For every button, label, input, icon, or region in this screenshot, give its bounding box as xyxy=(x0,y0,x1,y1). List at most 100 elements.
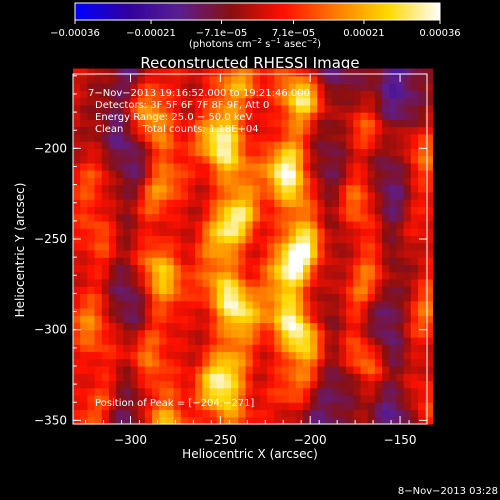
colorbar-unit-label: (photons cm−2 s−1 asec−2) xyxy=(189,37,321,50)
heatmap-cell xyxy=(425,365,433,374)
heatmap-cell xyxy=(353,206,362,215)
heatmap-cell xyxy=(252,380,261,389)
heatmap-cell xyxy=(238,184,247,193)
heatmap-cell xyxy=(159,199,168,207)
heatmap-cell xyxy=(238,220,247,229)
heatmap-cell xyxy=(231,133,239,142)
heatmap-cell xyxy=(123,206,132,215)
heatmap-cell xyxy=(202,162,211,171)
heatmap-cell xyxy=(188,249,196,258)
heatmap-cell xyxy=(288,235,297,244)
heatmap-cell xyxy=(159,220,168,229)
heatmap-cell xyxy=(267,220,275,229)
heatmap-cell xyxy=(425,329,433,338)
heatmap-cell xyxy=(374,322,383,331)
heatmap-cell xyxy=(80,126,88,135)
heatmap-cell xyxy=(324,416,333,425)
heatmap-cell xyxy=(310,394,318,403)
heatmap-cell xyxy=(374,97,383,106)
heatmap-cell xyxy=(216,220,225,229)
heatmap-cell xyxy=(152,177,160,186)
heatmap-cell xyxy=(396,315,405,324)
heatmap-cell xyxy=(80,264,88,273)
heatmap-cell xyxy=(231,307,239,316)
heatmap-cell xyxy=(396,191,405,200)
heatmap-cell xyxy=(116,83,124,91)
heatmap-cell xyxy=(418,206,426,215)
heatmap-cell xyxy=(202,90,211,99)
heatmap-cell xyxy=(353,112,362,120)
heatmap-cell xyxy=(101,322,110,331)
heatmap-cell xyxy=(389,329,398,338)
heatmap-cell xyxy=(353,387,362,396)
heatmap-cell xyxy=(303,184,311,193)
heatmap-cell xyxy=(374,257,383,266)
heatmap-cell xyxy=(410,235,419,244)
heatmap-cell xyxy=(338,402,347,411)
heatmap-cell xyxy=(324,249,333,258)
heatmap-cell xyxy=(180,402,189,411)
heatmap-cell xyxy=(209,126,218,135)
heatmap-cell xyxy=(80,307,88,316)
heatmap-cell xyxy=(281,344,290,353)
heatmap-cell xyxy=(195,235,203,244)
heatmap-cell xyxy=(418,365,426,374)
heatmap-cell xyxy=(425,322,433,331)
heatmap-cell xyxy=(209,307,218,316)
heatmap-cell xyxy=(166,264,175,273)
heatmap-cell xyxy=(166,271,175,280)
heatmap-cell xyxy=(238,206,247,215)
heatmap-cell xyxy=(403,133,412,142)
heatmap-cell xyxy=(274,141,283,149)
heatmap-cell xyxy=(80,75,88,84)
heatmap-cell xyxy=(144,112,153,120)
heatmap-cell xyxy=(353,358,362,367)
heatmap-cell xyxy=(382,365,390,374)
heatmap-cell xyxy=(403,206,412,215)
heatmap-cell xyxy=(123,220,132,229)
heatmap-cell xyxy=(180,220,189,229)
heatmap-cell xyxy=(303,206,311,215)
heatmap-cell xyxy=(382,409,390,418)
heatmap-cell xyxy=(216,264,225,273)
heatmap-cell xyxy=(374,206,383,215)
heatmap-cell xyxy=(195,75,203,84)
heatmap-cell xyxy=(180,133,189,142)
heatmap-cell xyxy=(295,213,304,222)
heatmap-cell xyxy=(223,235,232,244)
heatmap-cell xyxy=(317,141,326,149)
heatmap-cell xyxy=(159,249,168,258)
heatmap-cell xyxy=(288,286,297,295)
heatmap-cell xyxy=(303,228,311,236)
heatmap-cell xyxy=(116,249,124,258)
heatmap-cell xyxy=(389,148,398,157)
heatmap-cell xyxy=(137,228,146,236)
heatmap-cell xyxy=(346,300,354,309)
heatmap-cell xyxy=(288,213,297,222)
heatmap-cell xyxy=(231,155,239,164)
heatmap-cell xyxy=(331,344,340,353)
heatmap-cell xyxy=(346,83,354,91)
heatmap-cell xyxy=(295,315,304,324)
heatmap-cell xyxy=(108,358,117,367)
heatmap-cell xyxy=(331,257,340,266)
heatmap-cell xyxy=(295,155,304,164)
heatmap-cell xyxy=(331,300,340,309)
heatmap-cell xyxy=(238,170,247,178)
heatmap-cell xyxy=(288,409,297,418)
heatmap-cell xyxy=(87,264,96,273)
heatmap-cell xyxy=(108,293,117,302)
heatmap-cell xyxy=(209,228,218,236)
heatmap-cell xyxy=(152,336,160,345)
heatmap-cell xyxy=(324,206,333,215)
heatmap-cell xyxy=(152,112,160,120)
heatmap-cell xyxy=(295,90,304,99)
heatmap-cell xyxy=(87,416,96,425)
heatmap-cell xyxy=(137,148,146,157)
heatmap-cell xyxy=(180,213,189,222)
heatmap-cell xyxy=(338,133,347,142)
heatmap-cell xyxy=(130,336,139,345)
heatmap-cell xyxy=(267,249,275,258)
heatmap-cell xyxy=(382,235,390,244)
heatmap-cell xyxy=(180,104,189,113)
